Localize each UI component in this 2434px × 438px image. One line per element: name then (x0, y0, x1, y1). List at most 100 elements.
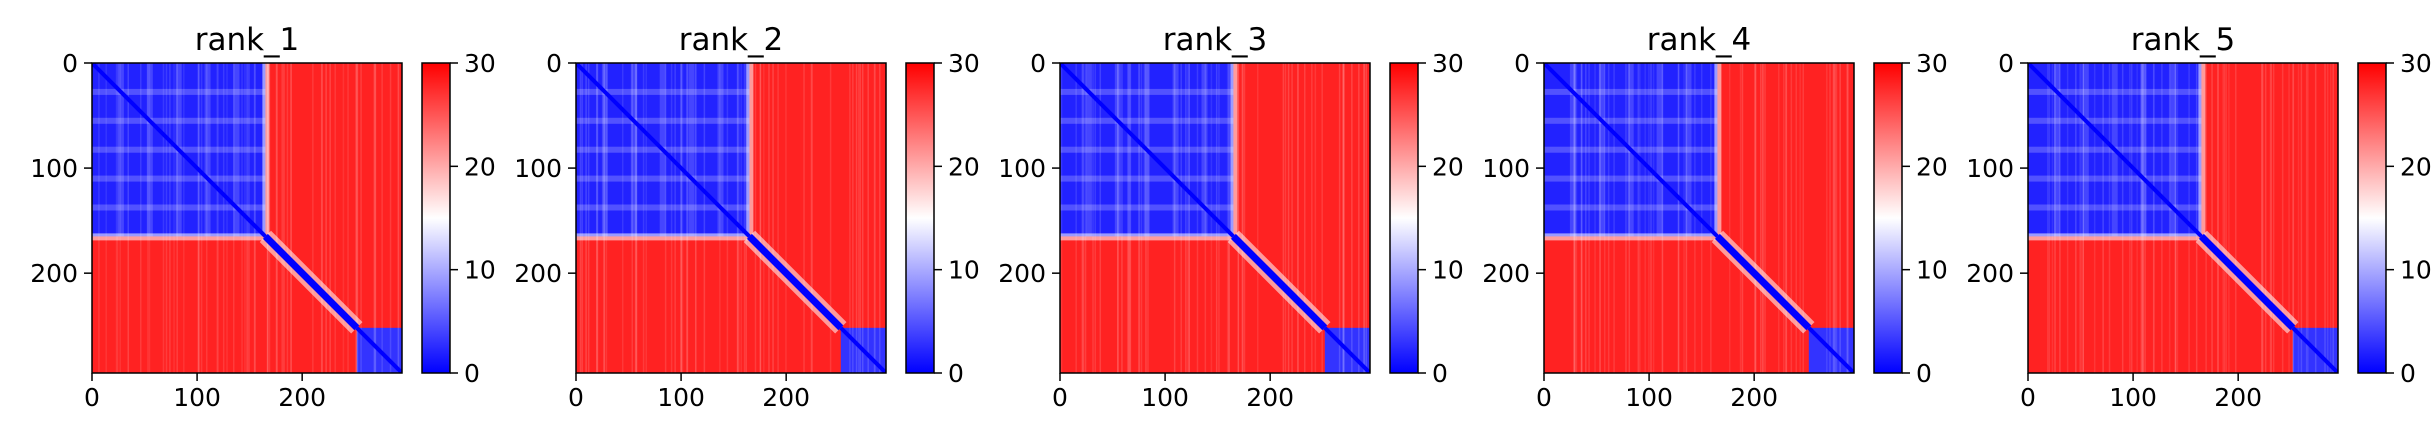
y-tick-label: 200 (30, 259, 78, 288)
heatmap-streak (1728, 63, 1731, 373)
heatmap-streak (1243, 63, 1246, 373)
heatmap-streak (381, 63, 383, 373)
heatmap-streak (2195, 63, 2198, 373)
heatmap-streak (585, 63, 587, 373)
heatmap-streak (1338, 63, 1341, 373)
heatmap-streak (686, 63, 688, 373)
heatmap-streak (217, 63, 219, 373)
heatmap-streak (1637, 63, 1640, 373)
x-tick-label: 200 (2214, 383, 2262, 412)
plot-frame (1543, 62, 1855, 374)
heatmap-streak (1282, 63, 1285, 373)
colorbar-tick-label: 0 (1432, 359, 1448, 388)
heatmap-streak (226, 63, 228, 373)
heatmap-streak (325, 63, 327, 373)
heatmap-streak (1140, 63, 1143, 373)
heatmap-streak (1351, 63, 1353, 373)
y-tick-label: 0 (1998, 49, 2014, 78)
heatmap-streak (1683, 63, 1685, 373)
x-tick-label: 100 (173, 383, 221, 412)
heatmap-streak (1710, 63, 1712, 373)
heatmap-streak (266, 63, 269, 373)
heatmap-streak (2270, 63, 2273, 373)
colorbar-tick-label: 10 (1916, 256, 1948, 285)
y-tick-label: 200 (998, 259, 1046, 288)
heatmap-boundary (1544, 233, 1718, 241)
heatmap-streak (680, 63, 682, 373)
heatmap-texture-row (92, 204, 266, 211)
heatmap-streak (681, 63, 684, 373)
heatmap-texture-row (1060, 88, 1234, 95)
heatmap-streak (1081, 63, 1083, 373)
heatmap-streak (116, 63, 119, 373)
heatmap-streak (147, 63, 149, 373)
heatmap-streak (321, 63, 323, 373)
heatmap-streak (777, 63, 779, 373)
colorbar-tick-label: 10 (1432, 256, 1464, 285)
chart-title: rank_2 (679, 22, 784, 58)
y-tick-label: 200 (514, 259, 562, 288)
heatmap-texture-col (233, 63, 240, 237)
heatmap-streak (1129, 63, 1132, 373)
heatmap-streak (738, 63, 740, 373)
heatmap-streak (1227, 63, 1230, 373)
heatmap-streak (596, 63, 599, 373)
heatmap-texture-row (2028, 175, 2202, 182)
heatmap-streak (1599, 63, 1602, 373)
plot-frame (2027, 62, 2339, 374)
heatmap-streak (670, 63, 673, 373)
heatmap-texture-col (117, 63, 124, 237)
heatmap-streak (849, 63, 851, 373)
heatmap-streak (176, 63, 178, 373)
heatmap-streak (2093, 63, 2096, 373)
heatmap-streak (674, 63, 676, 373)
heatmap-streak (2281, 63, 2284, 373)
heatmap-streak (587, 63, 590, 373)
heatmap-streak (1138, 63, 1140, 373)
heatmap-streak (1082, 63, 1085, 373)
heatmap-streak (2332, 63, 2334, 373)
heatmap-streak (347, 63, 349, 373)
heatmap-streak (276, 63, 278, 373)
heatmap-streak (119, 63, 121, 373)
heatmap-streak (603, 63, 606, 373)
heatmap-streak (1304, 63, 1306, 373)
heatmap-streak (1777, 63, 1780, 373)
heatmap-streak (1652, 63, 1655, 373)
heatmap-streak (355, 63, 357, 373)
heatmap-streak (2142, 63, 2145, 373)
heatmap-streak (686, 63, 689, 373)
heatmap-streak (874, 63, 876, 373)
heatmap-streak (1127, 63, 1129, 373)
heatmap-streak (2130, 63, 2133, 373)
heatmap-streak (2161, 63, 2163, 373)
heatmap-streak (861, 63, 864, 373)
heatmap-streak (2136, 63, 2138, 373)
heatmap-streak (1237, 63, 1240, 373)
heatmap-streak (1287, 63, 1290, 373)
heatmap-streak (1783, 63, 1785, 373)
heatmap-streak (859, 63, 862, 373)
heatmap-streak (127, 63, 130, 373)
heatmap-streak (1580, 63, 1583, 373)
colorbar-tick-label: 20 (2400, 152, 2432, 181)
heatmap-texture-row (1060, 117, 1234, 124)
heatmap-streak (1594, 63, 1596, 373)
heatmap-streak (389, 63, 392, 373)
heatmap-streak (148, 63, 151, 373)
heatmap-matrix (1544, 63, 1854, 373)
heatmap-streak (1358, 63, 1360, 373)
y-tick-label: 100 (998, 154, 1046, 183)
colorbar-tick-label: 0 (464, 359, 480, 388)
colorbar-tick-label: 20 (1916, 152, 1948, 181)
heatmap-streak (200, 63, 203, 373)
heatmap-streak (286, 63, 289, 373)
heatmap-streak (2080, 63, 2082, 373)
heatmap-streak (2326, 63, 2329, 373)
heatmap-streak (2168, 63, 2171, 373)
heatmap-streak (283, 63, 285, 373)
heatmap-texture-col (717, 63, 724, 237)
heatmap-texture-row (576, 204, 750, 211)
heatmap-texture-row (576, 117, 750, 124)
heatmap-streak (2223, 63, 2226, 373)
